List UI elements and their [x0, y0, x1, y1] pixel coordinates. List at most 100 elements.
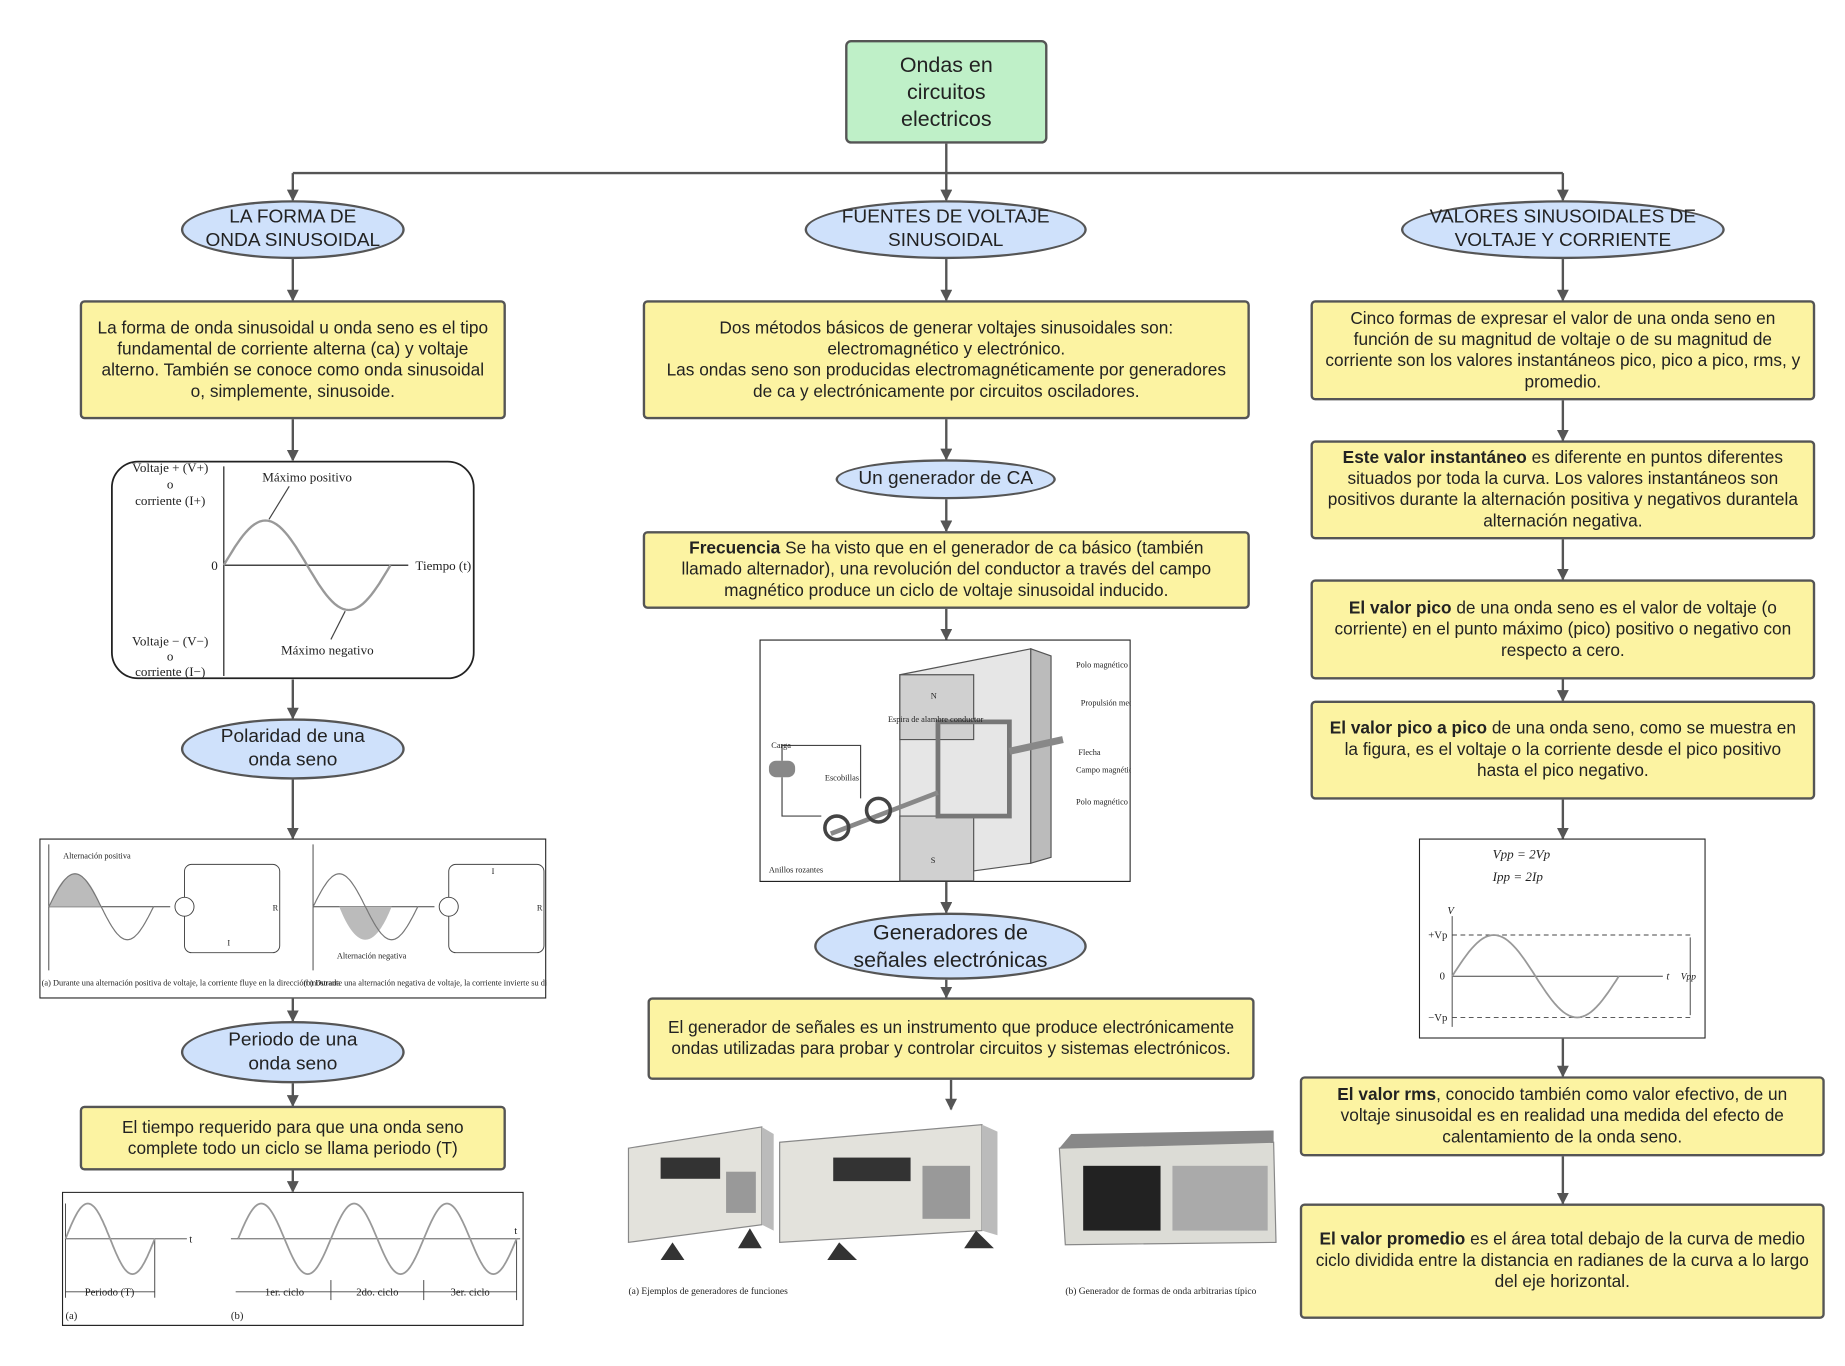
topic-node: Periodo de una onda seno [180, 1020, 405, 1084]
vpp-figure: Vpp = 2Vp Ipp = 2Ip V +Vp 0 −Vp t Vpp [1418, 838, 1706, 1039]
frame [39, 838, 547, 999]
topic-label: Generadores de señales electrónicas [853, 920, 1048, 971]
figure-label: V [1447, 906, 1455, 917]
figure-label: I [227, 939, 230, 948]
devices-figure: (a) Ejemplos de generadores de funciones… [618, 1112, 1280, 1302]
root-title: Ondas en circuitos electricos [899, 52, 993, 131]
text-node: El generador de señales es un instrument… [647, 997, 1255, 1080]
shaft [1008, 736, 1064, 755]
topic-node: VALORES SINUSOIDALES DE VOLTAJE Y CORRIE… [1400, 200, 1725, 260]
text-node: Dos métodos básicos de generar voltajes … [642, 300, 1250, 420]
text-node: El tiempo requerido para que una onda se… [79, 1105, 506, 1171]
figure-label: Máximo positivo [262, 470, 352, 485]
figure-label: Voltaje − (V−) [132, 633, 208, 648]
bold-text: El valor promedio [1319, 1230, 1466, 1250]
text: de una onda seno es el valor de voltaje … [1334, 598, 1792, 661]
sine-wave [1451, 934, 1620, 1019]
text: Se ha visto que en el generador de ca bá… [681, 539, 1212, 601]
figure-label: t [514, 1226, 517, 1237]
topic-label: LA FORMA DE ONDA SINUSOIDAL [205, 207, 381, 251]
sine-wave [237, 1202, 518, 1276]
positive-area [48, 873, 102, 907]
figure-label: Voltaje + (V+) [132, 460, 208, 475]
bold-text: Frecuencia [689, 539, 781, 559]
figure-label: Carga [771, 741, 791, 750]
figure-caption: (a) Ejemplos de generadores de funciones [628, 1286, 788, 1297]
ring [823, 814, 851, 842]
generator-figure: Polo magnético Propulsión mecánica Espir… [759, 639, 1131, 883]
sine-wave [312, 873, 419, 941]
figure-label: Espira de alambre conductor [888, 715, 984, 724]
figure-label: R [273, 903, 279, 912]
figure-label: Escobillas [825, 774, 859, 783]
figure-caption: (b) Generador de formas de onda arbitrar… [1065, 1286, 1256, 1297]
topic-label: FUENTES DE VOLTAJE SINUSOIDAL [841, 207, 1050, 251]
frame [1418, 838, 1706, 1039]
text: es el área total debajo de la curva de m… [1315, 1230, 1809, 1292]
figure-label: Campo magnético [1076, 766, 1131, 775]
figure-label: Ipp = 2Ip [1492, 869, 1544, 884]
text: es diferente en puntos diferentes situad… [1327, 448, 1798, 532]
figure-label: −Vp [1428, 1013, 1447, 1024]
text-node: Este valor instantáneo es diferente en p… [1310, 440, 1816, 540]
figure-label: 0 [1440, 972, 1445, 983]
text: La forma de onda sinusoidal u onda seno … [97, 318, 489, 401]
figure-label: Alternación positiva [63, 852, 131, 861]
text-node: Frecuencia Se ha visto que en el generad… [642, 531, 1250, 609]
bold-text: El valor pico a pico [1329, 719, 1488, 739]
figure-label: Máximo negativo [281, 643, 374, 658]
topic-node: LA FORMA DE ONDA SINUSOIDAL [180, 200, 405, 260]
trunk [292, 143, 1563, 175]
text: Las ondas seno son producidas electromag… [666, 360, 1226, 401]
figure-label: 2do. ciclo [356, 1287, 398, 1298]
figure-label: +Vp [1428, 931, 1447, 942]
text-node: La forma de onda sinusoidal u onda seno … [79, 300, 506, 420]
bold-text: El valor rms [1337, 1085, 1437, 1105]
wire [781, 744, 862, 817]
figure-label: R [537, 903, 543, 912]
text: Cinco formas de expresar el valor de una… [1325, 309, 1801, 392]
figure-label: 0 [211, 558, 218, 573]
arrows [286, 143, 1569, 1205]
topic-node: FUENTES DE VOLTAJE SINUSOIDAL [804, 200, 1087, 260]
figure-label: (b) [231, 1311, 244, 1322]
figure-label: Tiempo (t) [415, 558, 471, 573]
root-node: Ondas en circuitos electricos [845, 40, 1048, 144]
text-node: El valor promedio es el área total debaj… [1299, 1203, 1825, 1319]
figure-label: Propulsión mecánica [1081, 698, 1131, 707]
figure-label: N [931, 691, 937, 700]
polarity-figure: Alternación positiva Alternación negativ… [39, 838, 547, 999]
text-node: Cinco formas de expresar el valor de una… [1310, 300, 1816, 401]
figure-label: 3er. ciclo [451, 1287, 490, 1298]
figure-label: Vpp [1681, 973, 1697, 983]
figure-label: Anillos rozantes [769, 866, 823, 875]
topic-label: Un generador de CA [858, 468, 1034, 489]
function-generator [627, 1126, 774, 1261]
figure-label: Periodo (T) [85, 1287, 135, 1298]
negative-area [339, 906, 392, 940]
figure-label: Vpp = 2Vp [1493, 847, 1551, 862]
arbitrary-generator [1058, 1130, 1277, 1246]
figure-label: o [167, 477, 174, 492]
text-node: El valor pico de una onda seno es el val… [1310, 579, 1816, 680]
figure-label: Polo magnético [1076, 797, 1128, 806]
text: , conocido también como valor efectivo, … [1340, 1085, 1788, 1147]
figure-label: corriente (I−) [135, 664, 205, 679]
axes [223, 466, 409, 676]
figure-label: Alternación negativa [337, 952, 407, 961]
topic-node: Generadores de señales electrónicas [814, 912, 1087, 980]
text: Dos métodos básicos de generar voltajes … [719, 318, 1174, 359]
ring [864, 796, 893, 824]
text-node: El valor pico a pico de una onda seno, c… [1310, 700, 1816, 800]
topic-label: VALORES SINUSOIDALES DE VOLTAJE Y CORRIE… [1429, 207, 1697, 251]
sine-wave [64, 1202, 156, 1276]
figure-label: 1er. ciclo [265, 1287, 304, 1298]
figure-label: o [167, 649, 174, 664]
text: de una onda seno, como se muestra en la … [1344, 719, 1796, 781]
sine-figure: Voltaje + (V+) o corriente (I+) Máximo p… [110, 460, 475, 680]
period-figure: Periodo (T) 1er. ciclo 2do. ciclo 3er. c… [61, 1191, 524, 1326]
topic-node: Polaridad de una onda seno [180, 718, 405, 780]
